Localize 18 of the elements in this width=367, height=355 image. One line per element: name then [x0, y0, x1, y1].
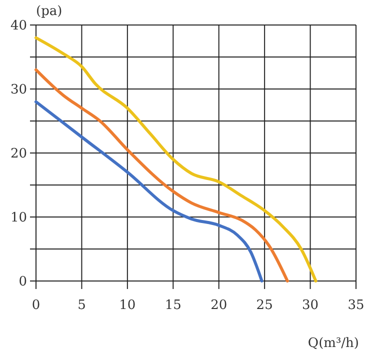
line-series: [34, 36, 318, 282]
x-axis-title: Q(m³/h): [308, 336, 359, 351]
x-tick-label: 5: [78, 298, 86, 313]
x-tick-label: 30: [302, 298, 319, 313]
x-tick-label: 35: [348, 298, 364, 313]
y-tick-label: 0: [18, 274, 27, 290]
x-tick-label: 0: [32, 298, 40, 313]
y-tick-label: 40: [10, 18, 27, 34]
line-series: [34, 100, 264, 282]
y-axis-title: (pa): [36, 4, 62, 19]
y-tick-label: 10: [10, 210, 27, 226]
x-tick-label: 15: [164, 298, 182, 313]
line-series: [34, 68, 289, 282]
x-tick-label: 25: [256, 298, 273, 313]
x-tick-label: 10: [119, 298, 136, 313]
y-tick-label: 30: [10, 82, 27, 98]
x-tick-label: 20: [210, 298, 228, 313]
y-tick-label: 20: [10, 146, 27, 162]
